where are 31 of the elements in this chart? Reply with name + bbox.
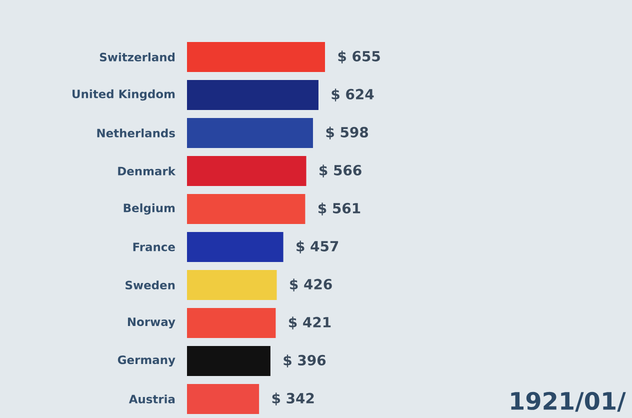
data-label: $ 566 xyxy=(320,164,362,178)
data-label: $ 598 xyxy=(326,126,368,140)
y-tick-label: Sweden xyxy=(126,280,175,290)
y-tick-label: Austria xyxy=(128,394,175,404)
y-tick-label: United Kingdom xyxy=(72,89,175,101)
y-tick-label: Norway xyxy=(128,318,176,328)
data-label: $ 457 xyxy=(296,240,338,254)
data-label: $ 624 xyxy=(332,88,374,102)
data-label: $ 426 xyxy=(290,278,332,292)
text: 1921/01/ xyxy=(511,392,626,412)
data-label: $ 421 xyxy=(288,316,331,330)
y-tick-label: Switzerland xyxy=(100,52,175,62)
data-label: $ 655 xyxy=(338,50,380,64)
bar xyxy=(187,270,277,300)
data-label: $ 396 xyxy=(284,354,326,368)
bar xyxy=(187,42,325,72)
y-tick-label: Germany xyxy=(118,356,176,366)
bar xyxy=(187,232,284,262)
data-label: $ 342 xyxy=(272,392,314,406)
y-tick-label: Netherlands xyxy=(97,128,175,138)
bar xyxy=(187,346,270,376)
y-tick-label: France xyxy=(133,242,175,252)
bar xyxy=(187,194,306,224)
bar xyxy=(187,80,318,110)
bar xyxy=(187,384,260,414)
bar xyxy=(187,156,306,186)
data-label: $ 561 xyxy=(318,202,360,216)
y-tick-label: Denmark xyxy=(118,166,176,176)
bar xyxy=(187,118,313,148)
y-tick-label: Belgium xyxy=(124,203,175,215)
bar xyxy=(187,308,276,338)
